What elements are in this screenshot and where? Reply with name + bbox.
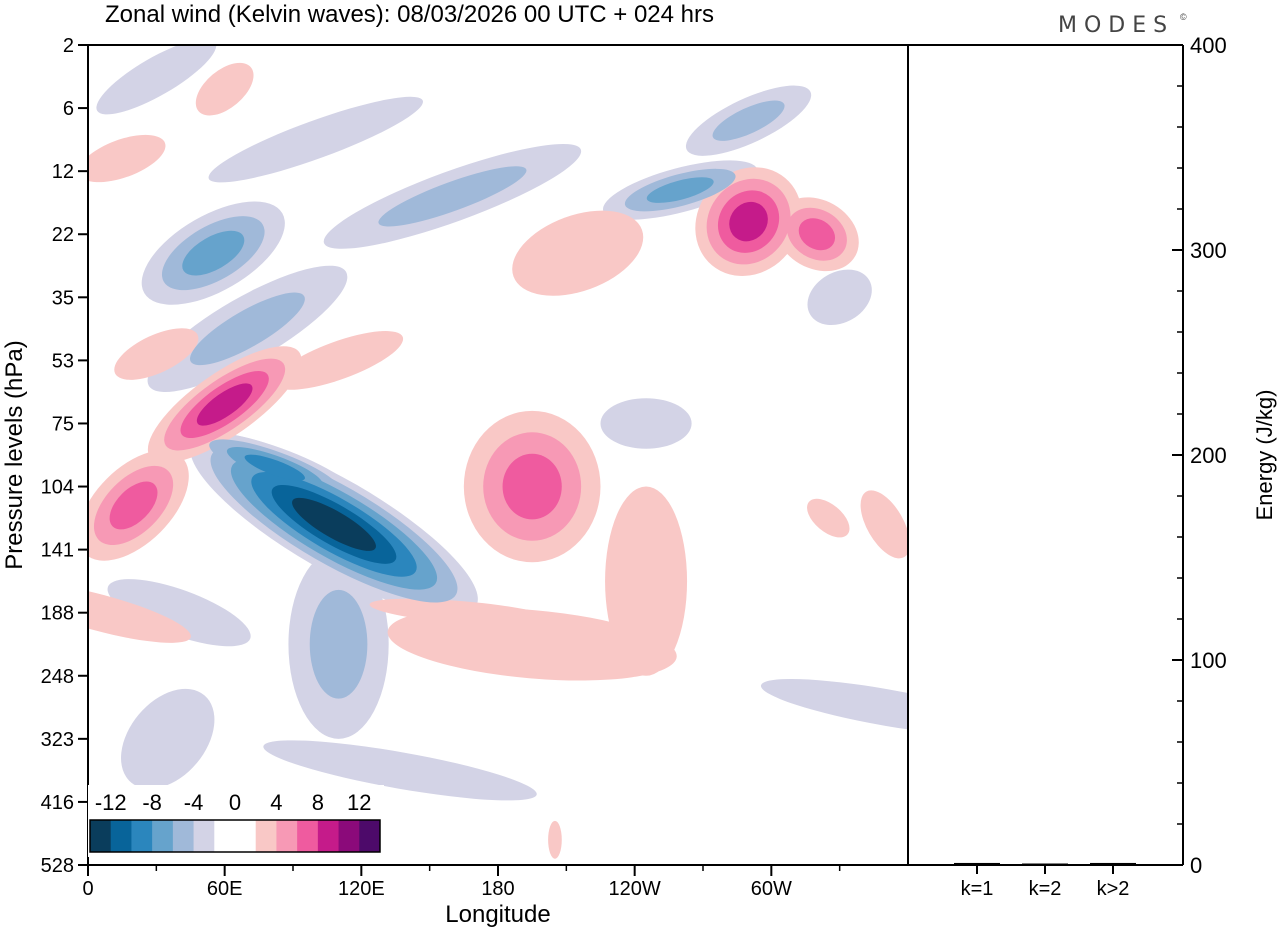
colorbar-swatch [359,820,381,852]
colorbar-swatch [317,820,340,852]
easterly-anomaly-contour [760,678,908,736]
x-axis-ticks: 0 60E 120E 180 120W 60W [82,865,841,900]
easterly-anomaly-contour [646,177,714,203]
colorbar-label: 0 [229,790,241,815]
energy-bar-3 [1090,862,1136,865]
contour-field [88,45,908,859]
bar-label: k=1 [961,878,994,900]
energy-tick-label: 300 [1190,238,1227,263]
energy-tick-label: 0 [1190,853,1202,878]
y-tick-label: 2 [63,35,74,57]
y-tick-label: 188 [41,603,74,625]
colorbar-swatch [131,820,153,852]
x-axis-label: Longitude [445,901,550,928]
colorbar-swatch [297,820,319,852]
energy-bar-1 [954,862,1000,865]
energy-axis-ticks: 0 100 200 300 400 [1172,33,1227,878]
y-tick-label: 248 [41,666,74,688]
westerly-anomaly-contour [369,598,559,627]
westerly-anomaly-contour [860,490,908,559]
colorbar-label: -12 [95,790,127,815]
y-tick-label: 22 [52,224,74,246]
colorbar-label: 4 [270,790,282,815]
y-tick-label: 141 [41,540,74,562]
y-tick-label: 53 [52,350,74,372]
westerly-anomaly-contour [88,134,166,183]
westerly-anomaly-contour [387,607,677,681]
easterly-anomaly-contour [96,45,217,115]
westerly-anomaly-contour [807,498,850,538]
y-tick-label: 35 [52,287,74,309]
westerly-anomaly-contour [798,218,836,251]
bar-label: k=2 [1029,878,1062,900]
easterly-anomaly-contour [292,497,376,551]
colorbar-swatch [235,820,257,852]
chart-title: Zonal wind (Kelvin waves): 08/03/2026 00… [105,1,714,28]
energy-tick-label: 400 [1190,33,1227,58]
modes-logo: MODES [1058,13,1174,38]
easterly-anomaly-contour [121,688,215,789]
westerly-anomaly-contour [196,383,253,426]
colorbar-swatch [338,820,360,852]
colorbar-swatch [152,820,174,852]
westerly-anomaly-contour [548,820,562,859]
y-tick-label: 528 [41,855,74,877]
colorbar-label: 12 [347,790,371,815]
x-tick-label: 180 [481,878,514,900]
colorbar-swatch [172,820,195,852]
westerly-anomaly-contour [502,453,562,520]
westerly-anomaly-contour [109,481,158,530]
y-axis-ticks: 2 6 12 22 35 53 75 104 141 188 248 323 416 528 [41,35,88,877]
y-tick-label: 323 [41,729,74,751]
colorbar-label: -8 [142,790,162,815]
easterly-anomaly-contour [190,292,305,366]
easterly-anomaly-contour [182,230,245,276]
westerly-anomaly-contour [195,62,254,116]
easterly-anomaly-contour [378,166,527,227]
energy-axis-label: Energy (J/kg) [1252,390,1277,521]
easterly-anomaly-contour [244,454,305,481]
colorbar-frame [89,819,381,853]
easterly-anomaly-contour [712,100,785,141]
energy-tick-label: 100 [1190,648,1227,673]
x-tick-label: 60E [207,878,243,900]
westerly-anomaly-contour [605,486,688,676]
colorbar-swatch [276,820,298,852]
colorbar-label: -4 [184,790,204,815]
easterly-anomaly-contour [807,269,872,326]
westerly-anomaly-contour [512,210,644,296]
easterly-anomaly-contour [600,398,692,449]
westerly-anomaly-contour [88,582,191,643]
y-tick-label: 416 [41,792,74,814]
colorbar-swatch [214,820,236,852]
colorbar-swatch [90,820,112,852]
easterly-anomaly-contour [309,589,368,699]
energy-tick-label: 200 [1190,443,1227,468]
bar-label: k>2 [1097,878,1130,900]
colorbar-swatch [110,820,132,852]
colorbar: -12 -8 -4 0 4 8 12 [88,785,384,857]
y-tick-label: 75 [52,413,74,435]
easterly-anomaly-contour [263,740,537,801]
logo-copyright: © [1180,12,1187,22]
x-tick-label: 120W [609,878,661,900]
westerly-anomaly-contour [274,331,404,390]
x-tick-label: 0 [82,878,93,900]
energy-bar-2 [1022,863,1068,865]
westerly-anomaly-contour [729,201,768,242]
energy-bars: k=1 k=2 k>2 [954,862,1136,900]
x-tick-label: 60W [751,878,792,900]
easterly-anomaly-contour [208,96,423,183]
westerly-anomaly-contour [114,328,199,380]
colorbar-swatch [255,820,277,852]
easterly-anomaly-contour [107,579,251,647]
colorbar-label: 8 [312,790,324,815]
y-axis-label: Pressure levels (hPa) [1,340,28,569]
colorbar-swatch [193,820,215,852]
y-tick-label: 104 [41,477,74,499]
y-tick-label: 12 [52,161,74,183]
x-tick-label: 120E [338,878,385,900]
y-tick-label: 6 [63,98,74,120]
